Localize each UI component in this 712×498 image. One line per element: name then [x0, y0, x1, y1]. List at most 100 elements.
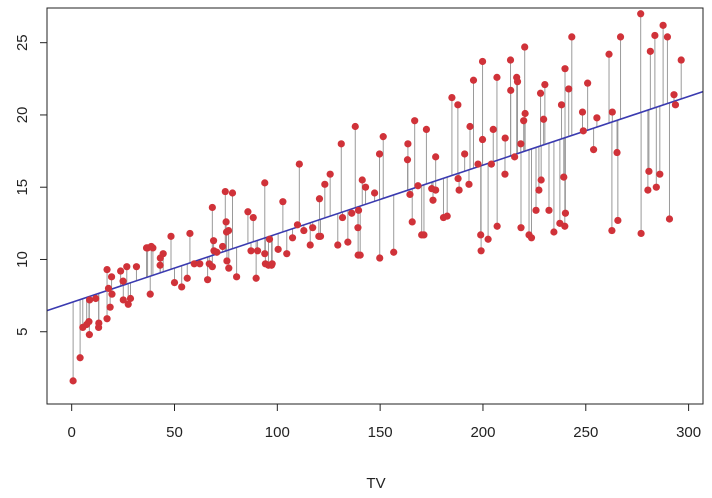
data-point — [108, 290, 116, 298]
data-point — [361, 183, 370, 191]
x-tick-label: 100 — [265, 424, 290, 441]
data-point — [521, 109, 529, 118]
data-point — [85, 331, 93, 339]
data-point — [454, 101, 462, 109]
data-point — [95, 319, 103, 327]
data-point — [501, 170, 509, 178]
data-point — [76, 354, 84, 362]
data-point — [404, 140, 412, 148]
data-point — [443, 212, 451, 220]
data-point — [671, 101, 680, 109]
data-point — [354, 224, 362, 232]
data-point — [593, 114, 601, 122]
data-point — [306, 241, 314, 249]
data-point — [309, 224, 317, 232]
data-point — [513, 78, 522, 86]
data-point — [578, 108, 587, 116]
data-point — [107, 273, 116, 281]
data-point — [414, 182, 422, 190]
data-point — [123, 263, 131, 271]
data-point — [478, 57, 487, 66]
data-point — [338, 213, 347, 222]
data-point — [659, 21, 667, 29]
data-point — [637, 229, 645, 238]
data-point — [104, 284, 113, 292]
data-point — [403, 156, 412, 164]
data-point — [466, 122, 474, 131]
data-point — [379, 133, 387, 141]
data-point — [295, 160, 303, 168]
data-point — [265, 235, 274, 243]
data-point — [119, 296, 127, 304]
data-point — [613, 148, 621, 157]
data-point — [170, 278, 179, 287]
data-point — [268, 260, 276, 268]
data-point — [337, 140, 345, 148]
residual-segments — [72, 13, 682, 381]
data-point — [124, 300, 132, 308]
data-point — [561, 222, 569, 230]
data-point — [484, 235, 492, 243]
data-point — [351, 122, 359, 131]
data-point — [493, 222, 501, 230]
data-point — [517, 224, 525, 232]
data-point — [527, 234, 536, 242]
data-point — [178, 283, 186, 291]
data-point — [584, 79, 592, 87]
data-point — [520, 117, 528, 125]
data-point — [85, 296, 94, 304]
data-point — [608, 108, 616, 116]
data-point — [149, 244, 157, 252]
data-point — [252, 274, 260, 282]
data-point — [315, 195, 324, 203]
y-tick-label: 15 — [14, 179, 31, 196]
x-axis-title: TV — [366, 475, 385, 492]
data-point — [406, 190, 414, 199]
data-point — [344, 238, 352, 246]
data-point — [253, 247, 262, 255]
plot-frame — [46, 7, 704, 405]
data-point — [204, 276, 212, 284]
data-point — [358, 176, 366, 184]
data-point — [469, 76, 478, 84]
data-point — [517, 140, 525, 148]
data-point — [249, 213, 257, 222]
data-point — [213, 248, 221, 256]
data-point — [541, 80, 549, 89]
data-point — [461, 150, 469, 158]
data-point — [652, 183, 660, 191]
data-point — [126, 294, 135, 303]
data-point — [279, 198, 287, 206]
data-point — [677, 56, 685, 64]
data-point — [244, 208, 252, 216]
data-point — [247, 247, 255, 255]
data-point — [167, 232, 175, 240]
data-point — [117, 267, 125, 275]
data-point — [196, 260, 204, 268]
data-point — [656, 170, 664, 178]
data-point — [321, 180, 329, 188]
data-point — [589, 146, 598, 154]
data-point — [477, 231, 485, 239]
data-point — [261, 250, 269, 258]
data-point — [411, 117, 419, 125]
data-point — [474, 160, 482, 168]
data-point — [119, 277, 127, 285]
y-tick-label: 10 — [14, 251, 31, 268]
data-point — [670, 91, 678, 99]
data-point — [535, 186, 543, 194]
data-point — [507, 86, 515, 94]
data-point — [545, 206, 553, 214]
x-tick-label: 0 — [68, 424, 76, 441]
data-point — [274, 245, 282, 253]
data-point — [663, 33, 672, 41]
data-point — [561, 209, 570, 217]
data-point — [422, 125, 431, 134]
data-point — [208, 203, 216, 212]
data-point — [448, 94, 456, 102]
data-point — [85, 318, 93, 326]
data-point — [221, 187, 229, 196]
data-point — [521, 43, 529, 51]
data-point — [420, 231, 428, 239]
